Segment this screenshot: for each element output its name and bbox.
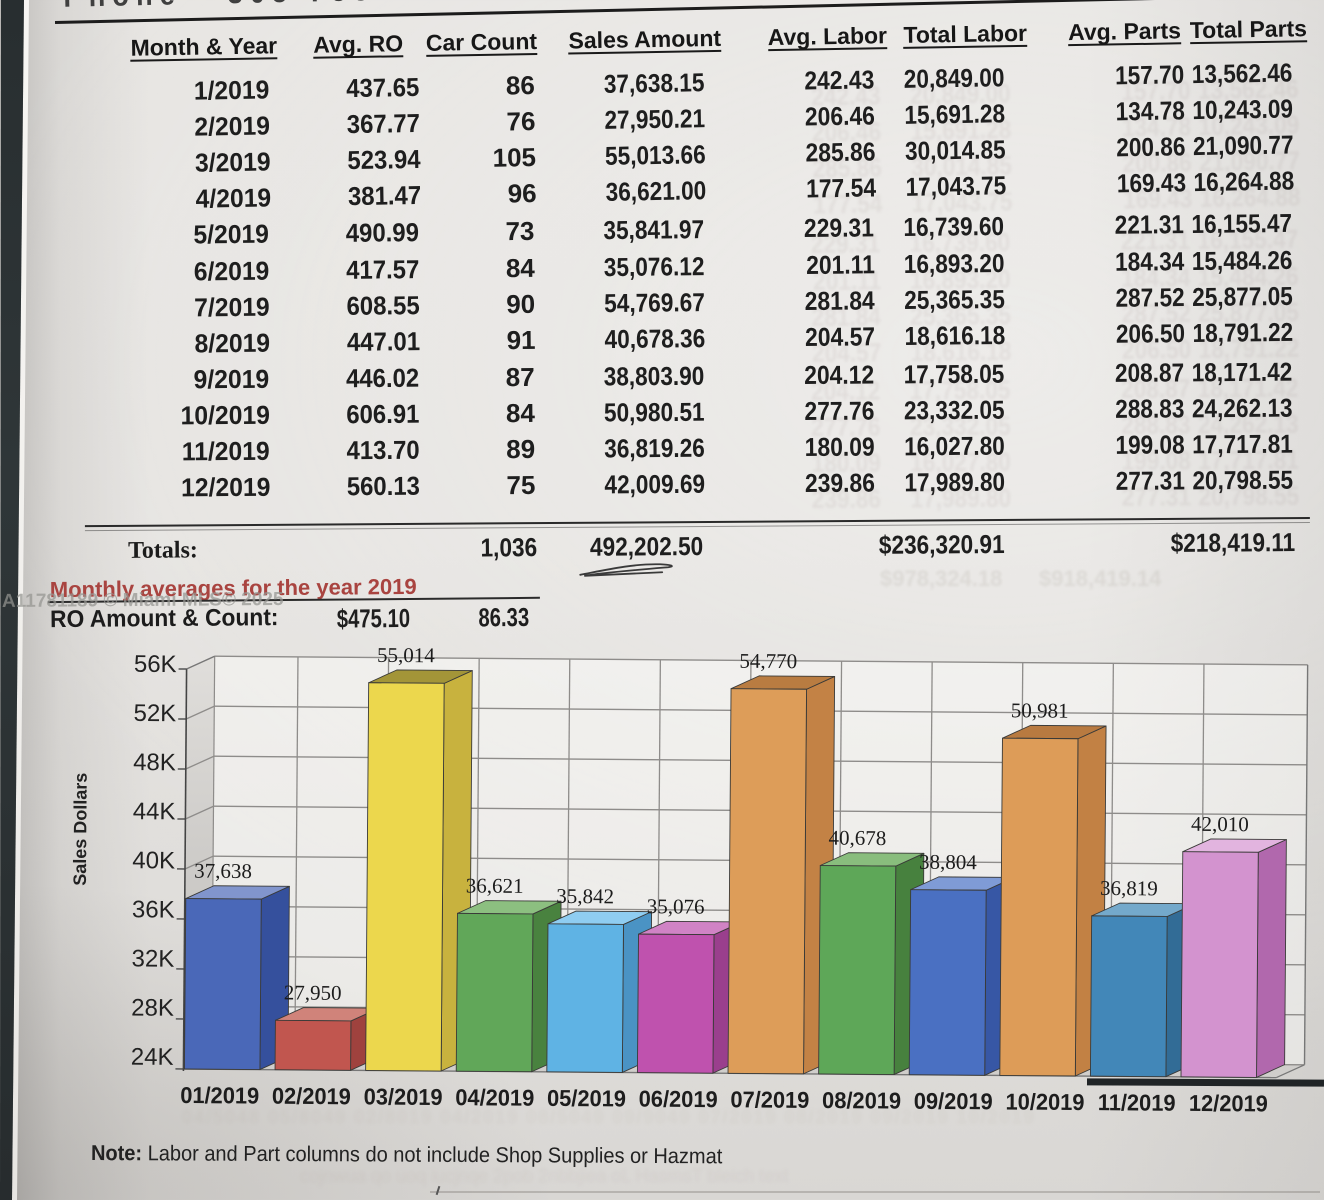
svg-text:55,014: 55,014 (377, 643, 435, 667)
svg-text:35,842: 35,842 (556, 884, 614, 908)
svg-text:56K: 56K (134, 651, 177, 678)
svg-text:42,010: 42,010 (1191, 812, 1249, 836)
svg-text:32K: 32K (131, 945, 174, 972)
svg-text:07/2019: 07/2019 (730, 1087, 809, 1113)
svg-text:06/2019: 06/2019 (639, 1086, 718, 1112)
svg-text:44K: 44K (133, 798, 176, 825)
svg-text:28K: 28K (131, 994, 174, 1021)
svg-text:02/2019: 02/2019 (272, 1083, 351, 1109)
svg-text:05/2019: 05/2019 (547, 1085, 626, 1111)
svg-text:50,981: 50,981 (1011, 698, 1069, 722)
svg-text:36,621: 36,621 (466, 873, 524, 897)
svg-text:36K: 36K (132, 896, 175, 923)
svg-text:36,819: 36,819 (1100, 876, 1158, 900)
svg-text:40,678: 40,678 (829, 826, 887, 850)
svg-text:52K: 52K (133, 700, 176, 727)
svg-text:35,076: 35,076 (647, 894, 705, 918)
svg-text:09/2019: 09/2019 (914, 1088, 993, 1114)
svg-text:24K: 24K (131, 1044, 174, 1071)
svg-text:12/2019: 12/2019 (1189, 1090, 1268, 1116)
svg-text:10/2019: 10/2019 (1005, 1089, 1084, 1115)
svg-text:37,638: 37,638 (194, 859, 252, 883)
svg-text:40K: 40K (132, 847, 175, 874)
svg-text:11/2019: 11/2019 (1098, 1090, 1176, 1116)
svg-text:Sales Dollars: Sales Dollars (70, 773, 91, 886)
svg-text:27,950: 27,950 (284, 980, 342, 1004)
svg-text:38,804: 38,804 (919, 850, 977, 874)
svg-text:01/2019: 01/2019 (180, 1082, 259, 1108)
svg-text:03/2019: 03/2019 (364, 1084, 443, 1110)
svg-text:54,770: 54,770 (739, 649, 797, 673)
svg-text:48K: 48K (133, 749, 176, 776)
svg-text:08/2019: 08/2019 (822, 1088, 901, 1114)
svg-text:04/2019: 04/2019 (455, 1085, 534, 1111)
